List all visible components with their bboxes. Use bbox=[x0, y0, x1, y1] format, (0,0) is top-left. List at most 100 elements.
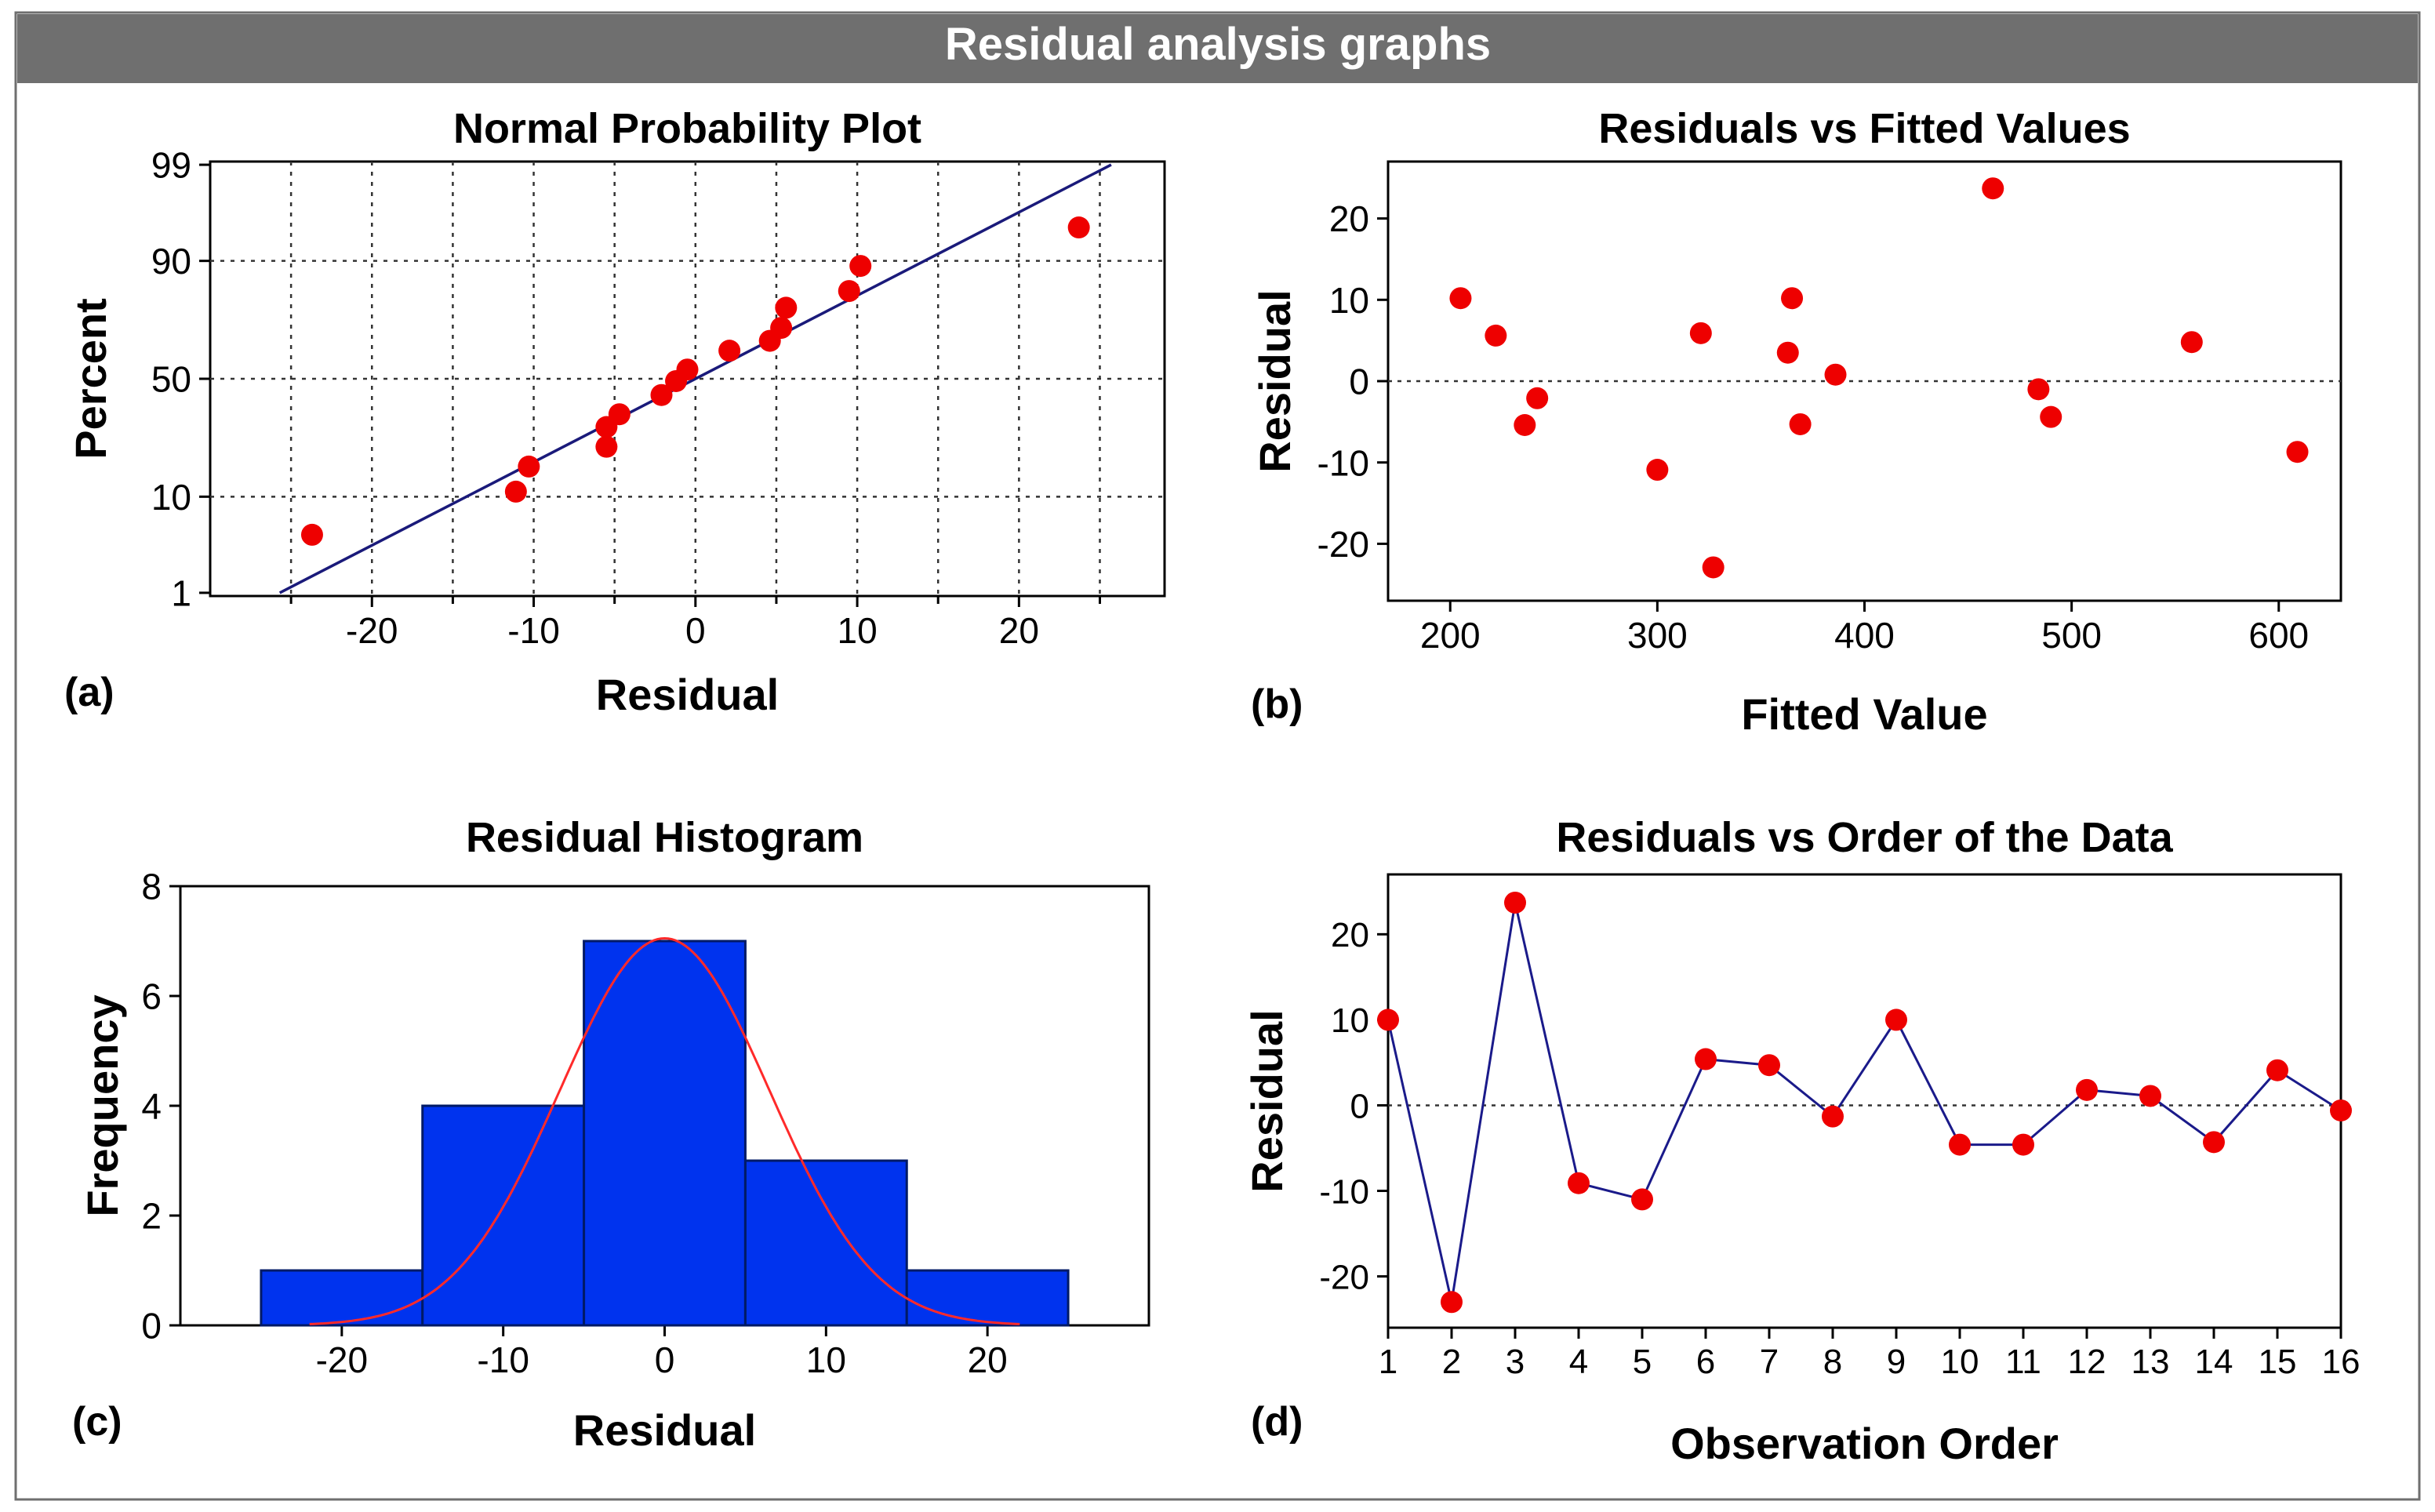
y-tick-label: 8 bbox=[141, 867, 162, 907]
data-point bbox=[775, 296, 798, 319]
y-tick-label: -20 bbox=[1317, 524, 1369, 565]
x-tick-label: 7 bbox=[1760, 1343, 1779, 1381]
x-tick-label: 0 bbox=[655, 1339, 675, 1380]
x-tick-label: 20 bbox=[999, 610, 1039, 651]
plot-area-d bbox=[1386, 873, 2342, 1329]
y-tick-label: -20 bbox=[1319, 1258, 1369, 1296]
x-tick-label: 600 bbox=[2248, 615, 2309, 656]
header-bar bbox=[17, 14, 2418, 83]
x-tick-label: 5 bbox=[1633, 1343, 1652, 1381]
x-tick-label: 9 bbox=[1887, 1343, 1906, 1381]
data-point bbox=[2266, 1059, 2288, 1081]
normal-fit-curve bbox=[309, 936, 1020, 1325]
data-point bbox=[1631, 1188, 1653, 1211]
reference-fit-line bbox=[278, 163, 1112, 594]
x-tick-label: -10 bbox=[477, 1339, 529, 1380]
x-tick-label: 300 bbox=[1627, 615, 1688, 656]
data-point bbox=[1781, 287, 1804, 310]
data-point bbox=[1485, 324, 1507, 347]
chart-title-c: Residual Histogram bbox=[466, 814, 863, 861]
figure-border bbox=[14, 11, 2421, 1501]
x-tick-label: 3 bbox=[1506, 1343, 1525, 1381]
y-tick-label: 0 bbox=[141, 1306, 162, 1347]
data-point bbox=[2139, 1085, 2161, 1107]
x-tick-label: 15 bbox=[2259, 1343, 2297, 1381]
x-axis-label-b: Fitted Value bbox=[1741, 689, 1987, 739]
data-point bbox=[770, 317, 793, 340]
x-tick-label: 10 bbox=[806, 1339, 846, 1380]
y-axis-label-c: Frequency bbox=[78, 994, 127, 1216]
x-axis-label-a: Residual bbox=[596, 670, 779, 719]
panel-c: Residual Histogram Residual Frequency (c) -2… bbox=[72, 814, 1150, 1455]
y-tick-label: 90 bbox=[151, 241, 191, 282]
panel-a: Normal Probability Plot Residual Percent (a… bbox=[64, 105, 1166, 719]
panel-label-d: (d) bbox=[1251, 1399, 1303, 1445]
y-axis-label-a: Percent bbox=[66, 298, 115, 459]
y-axis-label-b: Residual bbox=[1250, 289, 1299, 472]
x-tick-label: 14 bbox=[2195, 1343, 2233, 1381]
data-point bbox=[2012, 1133, 2034, 1156]
x-tick-label: -20 bbox=[316, 1339, 368, 1380]
y-tick-label: 0 bbox=[1349, 362, 1369, 402]
y-tick-label: 4 bbox=[141, 1086, 162, 1127]
data-point bbox=[650, 383, 673, 406]
chart-title-d: Residuals vs Order of the Data bbox=[1556, 814, 2173, 861]
panel-label-a: (a) bbox=[64, 670, 114, 715]
x-tick-label: 11 bbox=[2005, 1343, 2041, 1381]
data-point bbox=[1689, 322, 1712, 344]
x-tick-label: 10 bbox=[1941, 1343, 1979, 1381]
y-tick-label: 50 bbox=[151, 359, 191, 400]
data-point bbox=[1568, 1172, 1590, 1194]
panel-d: Residuals vs Order of the Data Observatio… bbox=[1242, 814, 2360, 1468]
histogram-bar bbox=[743, 1159, 908, 1327]
data-point bbox=[838, 280, 860, 303]
panel-b: Residuals vs Fitted Values Fitted Value Re… bbox=[1250, 105, 2342, 739]
data-point bbox=[2040, 405, 2062, 428]
x-tick-label: 13 bbox=[2132, 1343, 2170, 1381]
histogram-bar bbox=[260, 1269, 424, 1327]
y-tick-label: 99 bbox=[151, 145, 191, 186]
y-tick-label: 2 bbox=[141, 1196, 162, 1237]
data-point bbox=[2180, 331, 2203, 354]
data-point bbox=[849, 255, 872, 278]
data-point bbox=[2027, 378, 2050, 401]
x-tick-label: -10 bbox=[507, 610, 559, 651]
panel-label-b: (b) bbox=[1251, 681, 1303, 727]
x-tick-label: 8 bbox=[1823, 1343, 1842, 1381]
data-point bbox=[1776, 341, 1799, 364]
data-point bbox=[300, 523, 323, 546]
chart-title-a: Normal Probability Plot bbox=[453, 105, 921, 152]
panels: Normal Probability Plot Residual Percent (a… bbox=[64, 105, 2360, 1468]
data-point bbox=[1449, 287, 1472, 310]
data-point bbox=[1695, 1048, 1717, 1070]
data-point bbox=[676, 358, 699, 381]
x-tick-label: 4 bbox=[1569, 1343, 1588, 1381]
data-point bbox=[608, 403, 631, 426]
panel-label-c: (c) bbox=[72, 1399, 122, 1445]
data-point bbox=[1514, 414, 1536, 436]
y-tick-label: -10 bbox=[1317, 442, 1369, 483]
data-point bbox=[1526, 387, 1549, 409]
y-tick-label: 6 bbox=[141, 976, 162, 1017]
x-tick-label: 20 bbox=[968, 1339, 1008, 1380]
data-point bbox=[1949, 1133, 1971, 1156]
y-tick-label: 10 bbox=[151, 477, 191, 518]
data-point bbox=[1885, 1009, 1907, 1031]
histogram-bar bbox=[905, 1269, 1070, 1327]
figure-title: Residual analysis graphs bbox=[945, 19, 1491, 70]
y-tick-label: 20 bbox=[1329, 198, 1369, 239]
y-tick-label: 20 bbox=[1331, 916, 1369, 954]
data-point bbox=[1702, 556, 1724, 579]
data-point bbox=[1377, 1009, 1399, 1031]
data-point bbox=[718, 340, 741, 362]
data-point bbox=[1441, 1291, 1463, 1314]
data-point bbox=[1822, 1105, 1844, 1128]
data-point bbox=[2286, 441, 2309, 463]
y-tick-label: -10 bbox=[1319, 1172, 1369, 1211]
y-tick-label: 1 bbox=[171, 572, 191, 613]
x-tick-label: 500 bbox=[2041, 615, 2102, 656]
data-point bbox=[1504, 891, 1526, 914]
y-tick-label: 10 bbox=[1329, 280, 1369, 321]
y-tick-label: 10 bbox=[1331, 1001, 1369, 1040]
